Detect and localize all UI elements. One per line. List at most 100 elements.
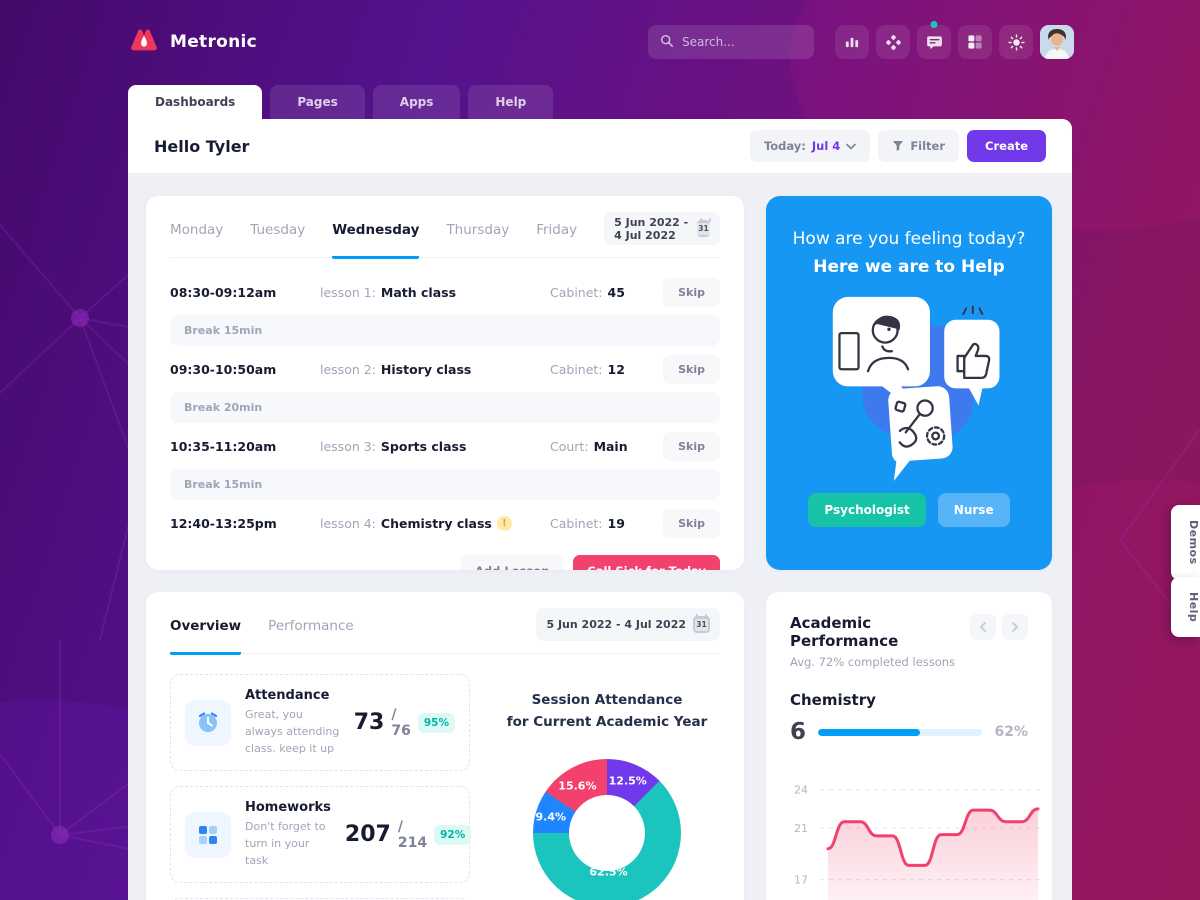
day-tab-wednesday[interactable]: Wednesday [332, 222, 420, 259]
lesson-label: lesson 2: [320, 361, 376, 377]
next-arrow-button[interactable] [1002, 614, 1028, 640]
topbar-actions [648, 21, 1074, 59]
avatar-image [1040, 25, 1074, 59]
lesson-time: 09:30-10:50am [170, 361, 277, 377]
lesson-time: 12:40-13:25pm [170, 515, 277, 531]
location-value: 45 [607, 284, 625, 300]
tab-performance[interactable]: Performance [268, 618, 354, 634]
metronic-logo-icon [128, 25, 160, 59]
session-attendance-section: Session Attendance for Current Academic … [494, 674, 720, 900]
call-sick-button[interactable]: Call Sick for Today [573, 555, 720, 570]
schedule-actions: Add Lesson Call Sick for Today [170, 555, 720, 570]
feeling-title: How are you feeling today? [792, 229, 1026, 249]
dots-diamond-icon [885, 34, 901, 50]
filter-button[interactable]: Filter [878, 130, 960, 162]
help-side-tab[interactable]: Help [1171, 577, 1200, 638]
prev-arrow-button[interactable] [970, 614, 996, 640]
dashboard-grid: Monday Tuesday Wednesday Thursday Friday… [128, 173, 1072, 900]
apps-icon-button[interactable] [958, 25, 992, 59]
skip-button[interactable]: Skip [663, 431, 720, 461]
break-row: Break 20min [170, 392, 720, 423]
progress-percent: 62% [994, 724, 1028, 740]
nav-tab-apps[interactable]: Apps [372, 85, 461, 119]
filter-icon [893, 141, 904, 151]
support-buttons: Psychologist Nurse [766, 493, 1052, 527]
day-tab-monday[interactable]: Monday [170, 222, 224, 238]
skip-button[interactable]: Skip [663, 277, 720, 307]
donut-slice-label: 62.5% [589, 865, 628, 879]
attendance-stat-card: Attendance Great, you always attending c… [170, 674, 470, 772]
performance-line-chart: 24211714 [790, 761, 1042, 900]
psychologist-button[interactable]: Psychologist [808, 493, 926, 527]
break-row: Break 15min [170, 315, 720, 346]
lesson-name: Chemistry class [380, 515, 492, 531]
search-input[interactable] [682, 35, 792, 49]
nurse-button[interactable]: Nurse [937, 493, 1010, 527]
today-label: Today: [763, 139, 806, 153]
date-range-picker[interactable]: 5 Jun 2022 - 4 Jul 2022 31 [536, 608, 720, 641]
today-value: Jul 4 [811, 139, 841, 153]
calendar-icon: 31 [693, 614, 710, 633]
header-actions: Today: Jul 4 Filter Create [749, 130, 1046, 162]
grid-icon [968, 35, 982, 49]
donut-chart-title: Session Attendance for Current Academic … [506, 692, 708, 730]
topbar: Metronic [128, 0, 1074, 84]
lesson-row: 10:35-11:20am lesson 3: Sports class Cour… [170, 430, 720, 462]
lesson-row: 12:40-13:25pm lesson 4: Chemistry class! … [170, 507, 720, 539]
location-label: Cabinet: [550, 361, 603, 377]
progress-bar [818, 728, 983, 736]
day-tab-thursday[interactable]: Thursday [446, 222, 510, 238]
day-tab-tuesday[interactable]: Tuesday [250, 222, 306, 238]
lesson-row: 09:30-10:50am lesson 2: History class Cab… [170, 353, 720, 385]
brand[interactable]: Metronic [128, 25, 257, 59]
filter-label: Filter [910, 139, 946, 153]
support-illustration [766, 287, 1052, 487]
attendance-donut-chart: 12.5% 62.5% 9.4% 15.6% [533, 759, 681, 900]
tab-overview[interactable]: Overview [170, 618, 242, 655]
nav-tab-dashboards[interactable]: Dashboards [128, 85, 263, 119]
overview-card: Overview Performance 5 Jun 2022 - 4 Jul … [146, 592, 744, 900]
demos-side-tab[interactable]: Demos [1171, 505, 1200, 580]
calendar-icon: 31 [697, 218, 710, 237]
break-row: Break 15min [170, 469, 720, 500]
day-tab-friday[interactable]: Friday [536, 222, 578, 238]
lesson-label: lesson 4: [320, 515, 376, 531]
skip-button[interactable]: Skip [663, 508, 720, 538]
chat-icon [926, 35, 942, 49]
bar-chart-icon [845, 37, 859, 48]
subject-score: 6 [790, 719, 807, 745]
nav-tab-pages[interactable]: Pages [270, 85, 365, 119]
subject-progress: 6 62% [790, 719, 1028, 745]
date-range-label: 5 Jun 2022 - 4 Jul 2022 [614, 215, 689, 242]
page-header: Hello Tyler Today: Jul 4 Filter Create [128, 119, 1072, 173]
location-value: 19 [607, 515, 625, 531]
today-dropdown[interactable]: Today: Jul 4 [749, 130, 871, 162]
academic-subtitle: Avg. 72% completed lessons [790, 655, 956, 669]
location-label: Cabinet: [550, 515, 603, 531]
lesson-label: lesson 1: [320, 284, 376, 300]
academic-performance-card: Academic Performance Avg. 72% completed … [766, 592, 1052, 900]
nav-tab-help[interactable]: Help [468, 85, 554, 119]
skip-button[interactable]: Skip [663, 354, 720, 384]
stats-icon-button[interactable] [835, 25, 869, 59]
chat-icon-button[interactable] [917, 21, 951, 59]
warning-icon: ! [496, 515, 512, 531]
lesson-name: Sports class [380, 438, 467, 454]
add-lesson-button[interactable]: Add Lesson [461, 555, 564, 570]
theme-icon-button[interactable] [999, 25, 1033, 59]
location-label: Cabinet: [550, 284, 603, 300]
sun-icon [1007, 33, 1025, 51]
chevron-right-icon [1012, 622, 1019, 632]
lesson-list: 08:30-09:12am lesson 1: Math class Cabine… [170, 258, 720, 570]
stat-description: Great, you always attending class. keep … [245, 708, 340, 756]
lesson-row: 08:30-09:12am lesson 1: Math class Cabine… [170, 276, 720, 308]
date-range-picker[interactable]: 5 Jun 2022 - 4 Jul 2022 31 [604, 212, 720, 245]
schedule-card: Monday Tuesday Wednesday Thursday Friday… [146, 196, 744, 570]
user-avatar[interactable] [1040, 25, 1074, 59]
quick-links-icon-button[interactable] [876, 25, 910, 59]
stat-total: / 214 [397, 818, 428, 851]
search-box[interactable] [648, 25, 814, 59]
brand-name: Metronic [170, 32, 258, 52]
chevron-left-icon [979, 622, 986, 632]
create-button[interactable]: Create [967, 130, 1046, 162]
